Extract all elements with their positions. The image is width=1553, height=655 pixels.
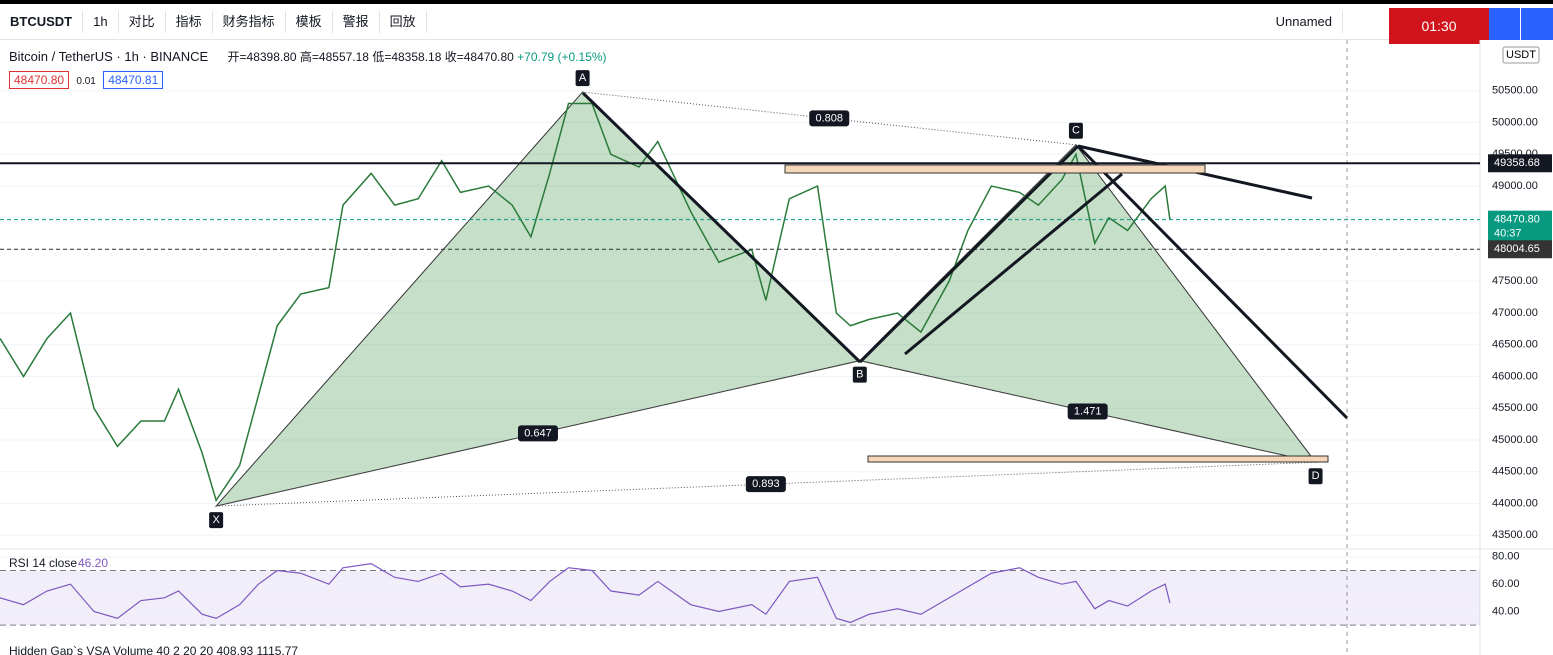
price-label: 48470.80 bbox=[1494, 214, 1540, 226]
point-box bbox=[852, 366, 867, 383]
y-tick-label: 47500.00 bbox=[1492, 275, 1538, 287]
record-button[interactable]: 01:30 bbox=[1389, 8, 1489, 44]
point-box bbox=[1068, 122, 1083, 139]
legend-title: Bitcoin / TetherUS · 1h · BINANCE bbox=[9, 49, 209, 64]
price-label: 49358.68 bbox=[1494, 157, 1540, 169]
ratio-label: 0.808 bbox=[816, 112, 844, 124]
trendline bbox=[858, 144, 1080, 364]
y-tick-label: 46000.00 bbox=[1492, 370, 1538, 382]
series-line bbox=[0, 563, 1171, 624]
templates[interactable]: 模板 bbox=[286, 10, 333, 33]
y-tick-label: 50000.00 bbox=[1492, 116, 1538, 128]
currency-box bbox=[1502, 46, 1540, 64]
zone bbox=[867, 455, 1329, 463]
ohlc-close: 收=48470.80 bbox=[444, 50, 514, 64]
replay[interactable]: 回放 bbox=[380, 10, 427, 33]
y-tick-label: 80.00 bbox=[1492, 551, 1520, 563]
y-tick-label: 44000.00 bbox=[1492, 497, 1538, 509]
spread: 0.01 bbox=[76, 76, 96, 87]
camera-button[interactable] bbox=[1520, 8, 1553, 44]
y-tick-label: 49000.00 bbox=[1492, 180, 1538, 192]
countdown: 40:37 bbox=[1494, 228, 1522, 240]
point-label: A bbox=[579, 72, 587, 84]
trendline bbox=[581, 91, 862, 364]
indicators[interactable]: 指标 bbox=[166, 10, 213, 33]
ratio-box bbox=[517, 425, 558, 442]
ratio-label: 1.471 bbox=[1074, 405, 1102, 417]
ohlc-open: 开=48398.80 bbox=[227, 50, 297, 64]
y-tick-label: 43500.00 bbox=[1492, 529, 1538, 541]
indicator-title: RSI 14 close bbox=[9, 556, 77, 570]
ratio-label: 0.647 bbox=[524, 427, 552, 439]
point-label: C bbox=[1072, 125, 1080, 137]
point-box bbox=[575, 70, 590, 87]
mic-button[interactable] bbox=[1489, 8, 1521, 44]
indicator-value: 46.20 bbox=[78, 556, 108, 570]
ask[interactable]: 48470.81 bbox=[103, 71, 164, 89]
ohlc-high: 高=48557.18 bbox=[299, 50, 369, 64]
trendline bbox=[904, 172, 1123, 356]
symbol[interactable]: BTCUSDT bbox=[0, 10, 84, 33]
trendline bbox=[1076, 144, 1349, 420]
legend: Bitcoin / TetherUS · 1h · BINANCE 开=4839… bbox=[9, 48, 607, 89]
price-axis bbox=[1480, 40, 1553, 655]
point-label: D bbox=[1312, 470, 1320, 482]
ratio-label: 0.893 bbox=[752, 478, 780, 490]
record-time: 01:30 bbox=[1421, 18, 1457, 34]
y-tick-label: 60.00 bbox=[1492, 578, 1520, 590]
ohlc-low: 低=48358.18 bbox=[372, 50, 442, 64]
zone bbox=[784, 164, 1206, 174]
compare[interactable]: 对比 bbox=[119, 10, 166, 33]
y-tick-label: 47000.00 bbox=[1492, 307, 1538, 319]
y-tick-label: 45000.00 bbox=[1492, 434, 1538, 446]
price-label-box bbox=[1488, 210, 1552, 241]
y-tick-label: 50500.00 bbox=[1492, 85, 1538, 97]
ratio-box bbox=[745, 476, 786, 493]
ohlc-change: +70.79 (+0.15%) bbox=[517, 50, 607, 64]
price-label-box bbox=[1488, 240, 1552, 259]
y-tick-label: 45500.00 bbox=[1492, 402, 1538, 414]
toolbar: BTCUSDT 1h 对比 指标 财务指标 模板 警报 回放 Unnamed 0… bbox=[0, 0, 1553, 44]
ratio-box bbox=[809, 110, 850, 127]
y-tick-label: 40.00 bbox=[1492, 605, 1520, 617]
price-label-box bbox=[1488, 154, 1552, 173]
point-label: X bbox=[212, 514, 220, 526]
layout-name[interactable]: Unnamed bbox=[1266, 10, 1343, 33]
point-label: B bbox=[856, 369, 863, 381]
interval[interactable]: 1h bbox=[83, 10, 119, 33]
bid[interactable]: 48470.80 bbox=[9, 71, 70, 89]
point-box bbox=[209, 512, 224, 529]
y-tick-label: 44500.00 bbox=[1492, 466, 1538, 478]
chart: USDT50500.0050000.0049500.0049000.004850… bbox=[0, 40, 1553, 655]
ratio-line bbox=[216, 461, 1316, 507]
ratio-box bbox=[1067, 403, 1108, 420]
price-label: 48004.65 bbox=[1494, 243, 1540, 255]
rsi-band bbox=[0, 570, 1480, 626]
point-box bbox=[1308, 468, 1323, 485]
volume-legend: Hidden Gap`s VSA Volume 40 2 20 20 408.9… bbox=[9, 644, 298, 655]
currency: USDT bbox=[1506, 49, 1536, 61]
ratio-line bbox=[216, 360, 860, 507]
alerts[interactable]: 警报 bbox=[333, 10, 380, 33]
financials[interactable]: 财务指标 bbox=[213, 10, 286, 33]
y-tick-label: 46500.00 bbox=[1492, 339, 1538, 351]
